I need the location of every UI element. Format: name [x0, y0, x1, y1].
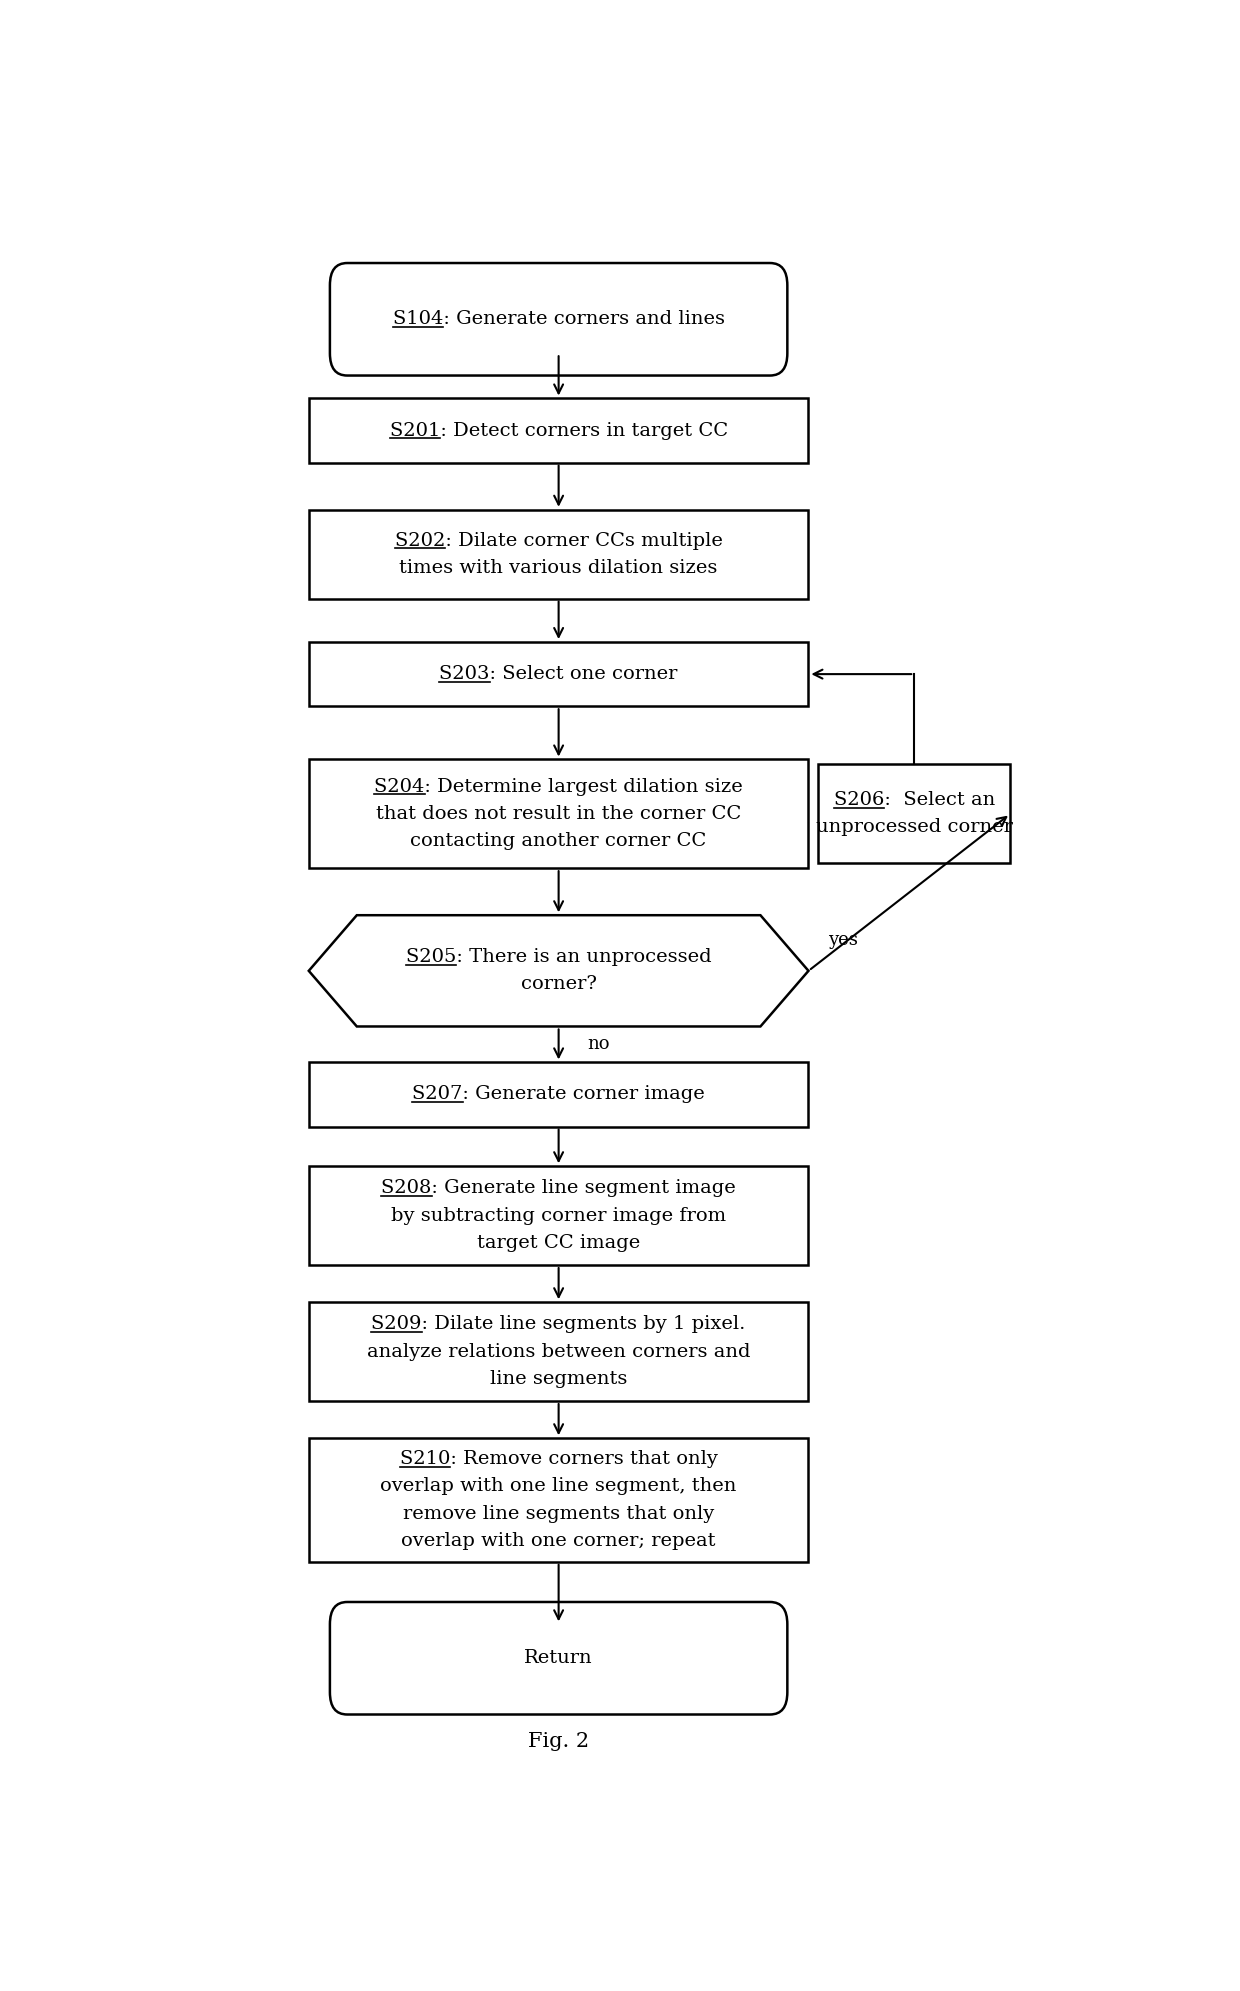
Text: by subtracting corner image from: by subtracting corner image from	[391, 1207, 727, 1224]
Text: remove line segments that only: remove line segments that only	[403, 1505, 714, 1523]
Text: S209: Dilate line segments by 1 pixel.: S209: Dilate line segments by 1 pixel.	[372, 1316, 745, 1334]
Text: corner?: corner?	[521, 976, 596, 994]
Text: Return: Return	[525, 1649, 593, 1666]
Text: S210: Remove corners that only: S210: Remove corners that only	[399, 1449, 718, 1467]
Text: that does not result in the corner CC: that does not result in the corner CC	[376, 804, 742, 822]
Text: S202: Dilate corner CCs multiple: S202: Dilate corner CCs multiple	[394, 532, 723, 550]
Bar	[309, 398, 808, 462]
Text: yes: yes	[828, 930, 858, 948]
Text: S203: Select one corner: S203: Select one corner	[439, 665, 678, 683]
Text: S204: Determine largest dilation size: S204: Determine largest dilation size	[374, 778, 743, 796]
Text: S208: Generate line segment image: S208: Generate line segment image	[381, 1179, 737, 1197]
Text: S201: Detect corners in target CC: S201: Detect corners in target CC	[389, 422, 728, 440]
FancyBboxPatch shape	[330, 263, 787, 376]
Text: S205: There is an unprocessed: S205: There is an unprocessed	[405, 948, 712, 966]
Bar	[309, 759, 808, 868]
Bar	[309, 1063, 808, 1127]
Bar	[309, 510, 808, 599]
Bar	[309, 1438, 808, 1561]
Text: contacting another corner CC: contacting another corner CC	[410, 832, 707, 850]
FancyBboxPatch shape	[330, 1603, 787, 1714]
Bar	[309, 641, 808, 707]
Bar	[309, 1167, 808, 1264]
Bar	[818, 765, 1011, 864]
Text: analyze relations between corners and: analyze relations between corners and	[367, 1342, 750, 1360]
Text: Fig. 2: Fig. 2	[528, 1732, 589, 1750]
Text: overlap with one line segment, then: overlap with one line segment, then	[381, 1477, 737, 1495]
Text: line segments: line segments	[490, 1370, 627, 1388]
Text: times with various dilation sizes: times with various dilation sizes	[399, 559, 718, 577]
Text: S207: Generate corner image: S207: Generate corner image	[412, 1085, 706, 1103]
Text: overlap with one corner; repeat: overlap with one corner; repeat	[402, 1531, 715, 1549]
Text: unprocessed corner: unprocessed corner	[816, 818, 1013, 836]
Text: S206:  Select an: S206: Select an	[833, 790, 994, 808]
Text: S104: Generate corners and lines: S104: Generate corners and lines	[393, 311, 724, 329]
Text: no: no	[588, 1035, 610, 1053]
Bar	[309, 1302, 808, 1402]
Polygon shape	[309, 916, 808, 1027]
Text: target CC image: target CC image	[477, 1234, 640, 1252]
